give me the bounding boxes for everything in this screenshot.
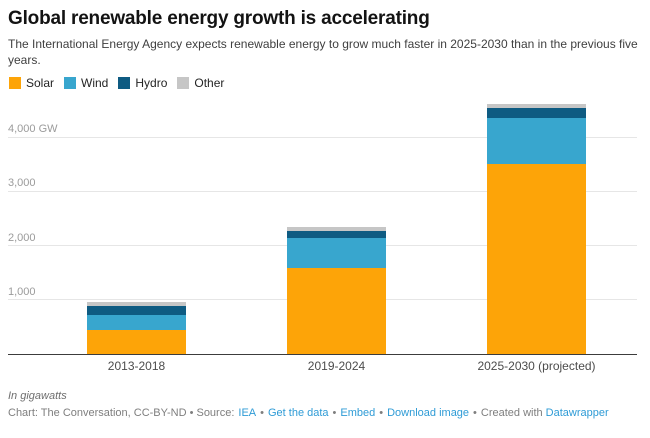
bar-2013-2018	[87, 302, 186, 355]
legend-label: Other	[194, 76, 225, 90]
bar-segment-other-2019-2024	[287, 227, 386, 232]
y-axis-tick-label: 3,000	[8, 177, 36, 190]
bar-segment-solar-2019-2024	[287, 267, 386, 355]
legend-item-other: Other	[177, 76, 224, 90]
gridline-3000	[8, 190, 637, 192]
x-axis-line	[8, 353, 637, 356]
bar-2019-2024	[287, 227, 386, 355]
separator: •	[260, 407, 264, 419]
get-data-link[interactable]: Get the data	[267, 407, 329, 419]
download-image-link[interactable]: Download image	[387, 407, 470, 419]
chart-title: Global renewable energy growth is accele…	[8, 8, 430, 29]
footer-credit: Chart: The Conversation, CC-BY-ND • Sour…	[8, 407, 609, 419]
bar-segment-hydro-2013-2018	[87, 306, 186, 316]
separator: •	[473, 407, 477, 419]
bar-segment-hydro-2025-2030-projected	[487, 107, 586, 118]
source-link[interactable]: IEA	[238, 407, 257, 419]
bar-segment-solar-2013-2018	[87, 330, 186, 355]
y-axis-tick-label: 2,000	[8, 231, 36, 244]
wind-swatch-icon	[64, 77, 77, 89]
bar-2025-2030-projected	[487, 103, 586, 355]
created-with-text: Created with	[480, 407, 543, 419]
solar-swatch-icon	[9, 77, 21, 89]
axis-unit-note: In gigawatts	[8, 390, 67, 402]
bar-segment-hydro-2019-2024	[287, 231, 386, 239]
bar-segment-wind-2019-2024	[287, 238, 386, 268]
separator: •	[332, 407, 337, 419]
legend-label: Hydro	[135, 76, 168, 90]
legend-item-solar: Solar	[9, 76, 54, 90]
legend-item-wind: Wind	[64, 76, 108, 90]
plot-area: 1,000 2,000 3,000 4,000 GW	[8, 94, 637, 355]
bar-segment-other-2013-2018	[87, 302, 186, 307]
x-axis-label-2025-2030-projected: 2025-2030 (projected)	[477, 359, 596, 373]
bar-segment-wind-2013-2018	[87, 315, 186, 331]
legend-label: Solar	[26, 76, 55, 90]
datawrapper-link[interactable]: Datawrapper	[545, 407, 609, 419]
legend-label: Wind	[81, 76, 109, 90]
hydro-swatch-icon	[118, 77, 131, 89]
y-axis-tick-label: 4,000 GW	[8, 123, 58, 136]
bar-segment-solar-2025-2030-projected	[487, 164, 586, 355]
legend-item-hydro: Hydro	[118, 76, 167, 90]
legend: Solar Wind Hydro Other	[9, 76, 234, 90]
x-axis-label-2013-2018: 2013-2018	[107, 359, 166, 373]
gridline-4000	[8, 136, 637, 138]
y-axis-tick-label: 1,000	[8, 285, 36, 298]
bar-segment-other-2025-2030-projected	[487, 103, 586, 108]
embed-link[interactable]: Embed	[340, 407, 376, 419]
chart-subtitle: The International Energy Agency expects …	[8, 37, 638, 67]
x-axis-label-2019-2024: 2019-2024	[307, 359, 366, 373]
separator: •	[379, 407, 384, 419]
other-swatch-icon	[177, 77, 190, 89]
credit-text: Chart: The Conversation, CC-BY-ND • Sour…	[8, 407, 235, 419]
bar-segment-wind-2025-2030-projected	[487, 117, 586, 165]
